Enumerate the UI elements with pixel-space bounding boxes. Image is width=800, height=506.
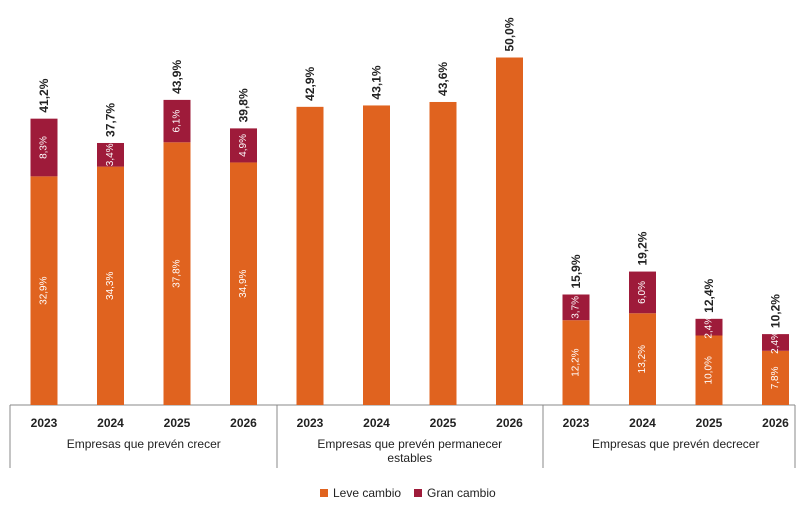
bar-leve-2-1 [629, 313, 656, 405]
group-label-1: Empresas que prevén permanecer [317, 437, 502, 451]
label-gran-2-3: 2,4% [770, 331, 781, 354]
label-gran-2-1: 6,0% [637, 281, 648, 304]
label-gran-0-1: 3,4% [105, 143, 116, 166]
legend-label-leve: Leve cambio [333, 486, 401, 500]
label-leve-2-2: 10,0% [704, 356, 715, 384]
bar-leve-1-1 [363, 105, 390, 405]
bar-leve-2-3 [762, 350, 789, 405]
label-total-1-1: 43,1% [370, 65, 384, 99]
label-gran-0-2: 6,1% [172, 110, 183, 133]
label-gran-0-0: 8,3% [39, 136, 50, 159]
label-leve-2-3: 7,8% [770, 366, 781, 389]
label-total-2-2: 12,4% [702, 278, 716, 312]
bar-leve-0-3 [230, 162, 257, 405]
year-label-0-2: 2025 [164, 416, 191, 430]
year-label-0-3: 2026 [230, 416, 257, 430]
label-total-2-3: 10,2% [769, 294, 783, 328]
legend-swatch-gran [414, 489, 422, 497]
label-total-0-3: 39,8% [237, 88, 251, 122]
label-leve-0-0: 32,9% [39, 276, 50, 304]
group-label-2: Empresas que prevén decrecer [592, 437, 759, 451]
label-total-0-1: 37,7% [104, 103, 118, 137]
legend-swatch-leve [320, 489, 328, 497]
year-label-1-3: 2026 [496, 416, 523, 430]
label-total-1-3: 50,0% [503, 17, 517, 51]
bar-leve-0-1 [97, 166, 124, 405]
label-total-2-1: 19,2% [636, 231, 650, 265]
bar-gran-2-1 [629, 271, 656, 314]
bar-leve-0-2 [163, 142, 191, 406]
label-leve-0-2: 37,8% [172, 259, 183, 287]
label-total-2-0: 15,9% [569, 254, 583, 288]
year-label-2-1: 2024 [629, 416, 656, 430]
label-leve-2-1: 13,2% [637, 345, 648, 373]
group-label-1-line1: estables [387, 451, 432, 465]
year-label-1-0: 2023 [297, 416, 324, 430]
year-label-0-1: 2024 [97, 416, 124, 430]
group-label-0: Empresas que prevén crecer [67, 437, 221, 451]
bar-leve-1-3 [496, 57, 523, 405]
bar-gran-0-0 [30, 118, 58, 177]
bar-leve-0-0 [30, 176, 58, 405]
bar-leve-2-0 [562, 320, 590, 405]
bar-gran-0-1 [97, 142, 124, 167]
year-label-1-2: 2025 [430, 416, 457, 430]
year-label-0-0: 2023 [31, 416, 58, 430]
bar-leve-1-0 [296, 106, 324, 405]
label-gran-2-0: 3,7% [571, 296, 582, 319]
bar-gran-2-3 [762, 334, 789, 351]
label-leve-2-0: 12,2% [571, 348, 582, 376]
label-gran-0-3: 4,9% [238, 134, 249, 157]
label-total-0-2: 43,9% [170, 60, 184, 94]
bar-leve-1-2 [429, 101, 457, 405]
legend-label-gran: Gran cambio [427, 486, 496, 500]
label-gran-2-2: 2,4% [704, 316, 715, 339]
year-label-2-0: 2023 [563, 416, 590, 430]
bar-gran-2-0 [562, 294, 590, 321]
year-label-1-1: 2024 [363, 416, 390, 430]
label-leve-0-1: 34,3% [105, 272, 116, 300]
label-leve-0-3: 34,9% [238, 269, 249, 297]
bar-gran-0-2 [163, 99, 191, 143]
year-label-2-2: 2025 [696, 416, 723, 430]
bar-leve-2-2 [695, 335, 723, 405]
label-total-0-0: 41,2% [37, 78, 51, 112]
bar-gran-2-2 [695, 318, 723, 336]
label-total-1-0: 42,9% [303, 66, 317, 100]
label-total-1-2: 43,6% [436, 62, 450, 96]
year-label-2-3: 2026 [762, 416, 789, 430]
bar-gran-0-3 [230, 128, 257, 163]
